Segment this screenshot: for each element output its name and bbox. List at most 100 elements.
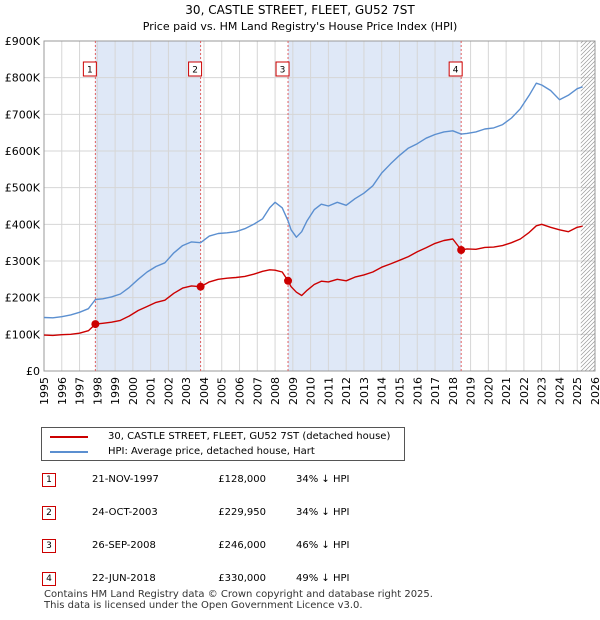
legend-label-property: 30, CASTLE STREET, FLEET, GU52 7ST (deta… [108, 431, 391, 442]
sale-point [196, 282, 205, 291]
series-lines [43, 82, 583, 337]
footer: Contains HM Land Registry data © Crown c… [44, 589, 433, 611]
x-tick-label: 2026 [589, 377, 600, 405]
sale-marker-lines [94, 41, 462, 371]
table-row: 4 22-JUN-2018 £330,000 49% ↓ HPI [0, 569, 600, 589]
sale-point [91, 320, 100, 329]
table-row: 2 24-OCT-2003 £229,950 34% ↓ HPI [0, 503, 600, 523]
x-tick-label: 2021 [500, 377, 513, 405]
sale-points [91, 246, 466, 329]
y-tick-label: £100K [5, 328, 41, 341]
row-number-badge: 2 [42, 506, 56, 520]
x-tick-label: 2001 [145, 377, 158, 405]
chart-title: 30, CASTLE STREET, FLEET, GU52 7ST [185, 3, 415, 17]
legend: 30, CASTLE STREET, FLEET, GU52 7ST (deta… [41, 427, 405, 461]
hatch-region [580, 41, 595, 371]
legend-swatch-red [50, 436, 88, 438]
sale-badge-box [82, 61, 97, 77]
x-tick-label: 2016 [411, 377, 424, 405]
sale-date: 24-OCT-2003 [92, 507, 158, 518]
x-tick-label: 2014 [376, 377, 389, 405]
table-row: 1 21-NOV-1997 £128,000 34% ↓ HPI [0, 470, 600, 490]
sale-badge-label: 1 [87, 66, 93, 76]
legend-label-hpi: HPI: Average price, detached house, Hart [108, 446, 315, 457]
sale-hpi-diff: 46% ↓ HPI [296, 540, 350, 551]
x-tick-label: 2024 [553, 377, 566, 405]
sale-bands [95, 41, 462, 371]
forecast-hatch [580, 41, 595, 371]
x-tick-label: 2020 [482, 377, 495, 405]
y-tick-label: £0 [26, 365, 40, 378]
x-tick-label: 2009 [287, 377, 300, 405]
sale-point [457, 246, 466, 254]
sale-badge-box [275, 61, 290, 77]
x-tick-label: 2015 [393, 377, 406, 405]
x-tick-label: 2003 [180, 377, 193, 405]
x-tick-label: 2017 [429, 377, 442, 405]
x-tick-label: 2025 [571, 377, 584, 405]
sale-date: 26-SEP-2008 [92, 540, 156, 551]
table-row: 3 26-SEP-2008 £246,000 46% ↓ HPI [0, 536, 600, 556]
x-tick-label: 2004 [198, 377, 211, 405]
chart-subtitle: Price paid vs. HM Land Registry's House … [143, 20, 458, 33]
sale-hpi-diff: 49% ↓ HPI [296, 573, 350, 584]
y-axis: £0 £100K £200K £300K £400K £500K £600K £700K £80… [5, 35, 41, 378]
ownership-band [95, 41, 201, 371]
y-tick-label: £600K [5, 145, 41, 158]
sale-date: 22-JUN-2018 [92, 573, 156, 584]
x-tick-label: 2008 [269, 377, 282, 405]
sale-price: £128,000 [218, 474, 266, 485]
sale-badge-label: 2 [192, 66, 198, 76]
x-tick-label: 2023 [536, 377, 549, 405]
x-tick-label: 1995 [38, 377, 51, 405]
sale-badge-label: 3 [280, 66, 286, 76]
row-number-badge: 1 [42, 473, 56, 487]
x-tick-label: 2000 [127, 377, 140, 405]
y-tick-label: £300K [5, 255, 41, 268]
x-tick-label: 2013 [358, 377, 371, 405]
x-tick-label: 1998 [91, 377, 104, 405]
x-tick-label: 2022 [518, 377, 531, 405]
y-tick-label: £900K [5, 35, 41, 48]
y-tick-label: £400K [5, 218, 41, 231]
y-tick-label: £800K [5, 72, 41, 85]
x-tick-label: 2018 [447, 377, 460, 405]
footer-copyright: Contains HM Land Registry data © Crown c… [44, 589, 433, 600]
x-tick-label: 2010 [305, 377, 318, 405]
y-tick-label: £700K [5, 108, 41, 121]
sale-badges: 1 2 3 4 [82, 61, 463, 77]
sale-hpi-diff: 34% ↓ HPI [296, 474, 350, 485]
sale-point [284, 276, 293, 285]
y-tick-label: £500K [5, 182, 41, 195]
footer-licence: This data is licensed under the Open Gov… [44, 600, 363, 611]
sale-hpi-diff: 34% ↓ HPI [296, 507, 350, 518]
x-tick-label: 1996 [56, 377, 69, 405]
x-tick-label: 2019 [465, 377, 478, 405]
sale-price: £229,950 [218, 507, 266, 518]
ownership-band [288, 41, 462, 371]
x-tick-label: 1999 [109, 377, 122, 405]
sale-price: £246,000 [218, 540, 266, 551]
x-tick-label: 2012 [340, 377, 353, 405]
y-tick-label: £200K [5, 292, 41, 305]
x-tick-label: 2007 [251, 377, 264, 405]
sale-badge-box [448, 61, 463, 77]
x-tick-label: 2011 [322, 377, 335, 405]
sale-badge-label: 4 [453, 66, 459, 76]
sale-price: £330,000 [218, 573, 266, 584]
property-price-line [43, 223, 583, 337]
price-chart: 30, CASTLE STREET, FLEET, GU52 7ST Price… [5, 3, 600, 405]
legend-swatch-blue [50, 451, 88, 453]
x-axis: 1995 1996 1997 1998 1999 2000 2001 2002 2003 2004… [38, 377, 600, 405]
row-number-badge: 3 [42, 539, 56, 553]
gridlines [43, 40, 596, 372]
x-tick-label: 2006 [234, 377, 247, 405]
x-tick-label: 2005 [216, 377, 229, 405]
sale-badge-box [188, 61, 203, 77]
hpi-line [43, 82, 583, 319]
row-number-badge: 4 [42, 572, 56, 586]
x-tick-label: 2002 [162, 377, 175, 405]
x-tick-label: 1997 [74, 377, 87, 405]
sale-date: 21-NOV-1997 [92, 474, 159, 485]
